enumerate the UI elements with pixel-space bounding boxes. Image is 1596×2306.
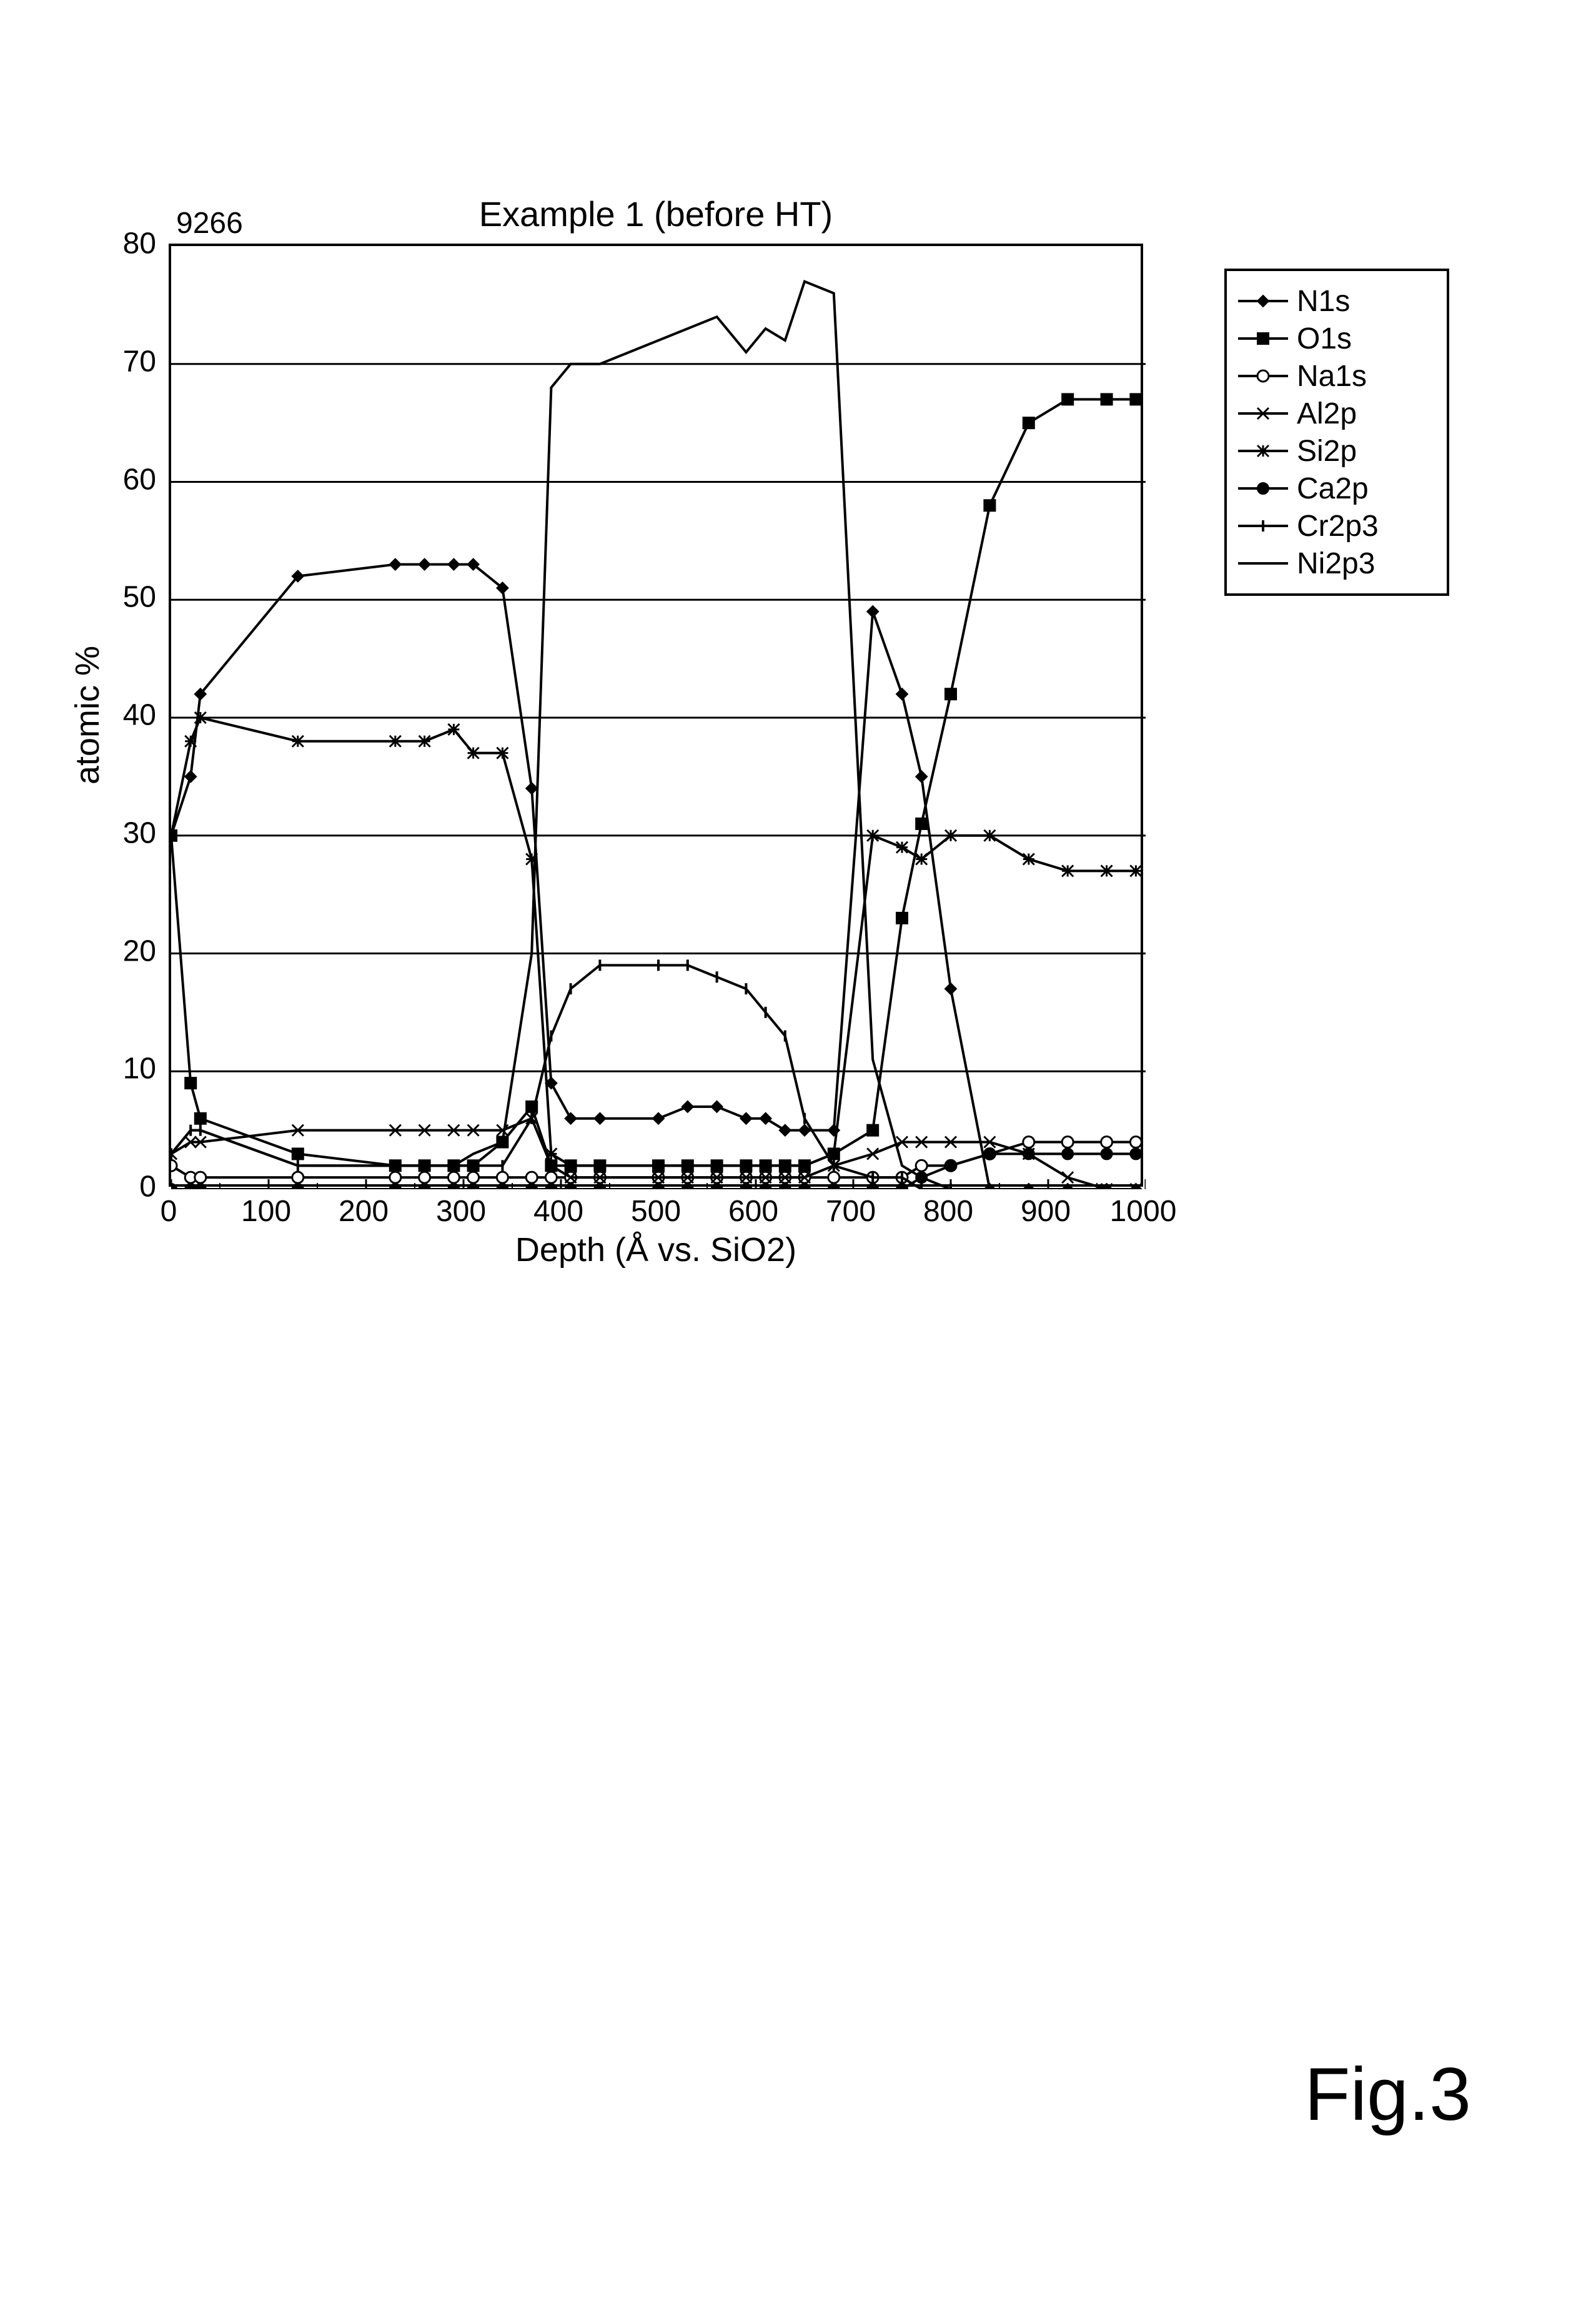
x-tick-label: 1000 <box>1110 1194 1177 1229</box>
y-tick-label: 70 <box>123 344 156 379</box>
y-tick-label: 30 <box>123 816 156 850</box>
legend-item: Al2p <box>1238 395 1435 432</box>
legend-marker <box>1238 282 1288 320</box>
y-axis-label: atomic % <box>68 646 107 784</box>
y-tick-label: 0 <box>139 1170 156 1204</box>
legend-marker <box>1238 395 1288 432</box>
legend-item: Si2p <box>1238 432 1435 470</box>
y-tick-label: 50 <box>123 580 156 615</box>
x-axis-label: Depth (Å vs. SiO2) <box>515 1230 796 1269</box>
y-tick-label: 60 <box>123 462 156 497</box>
series-O1s <box>171 399 1136 1165</box>
legend-item: Cr2p3 <box>1238 507 1435 545</box>
legend-label: Ca2p <box>1297 472 1369 506</box>
legend-item: Ni2p3 <box>1238 545 1435 582</box>
chart-plot-area <box>171 246 1146 1189</box>
legend-label: Si2p <box>1297 434 1357 468</box>
legend-marker <box>1238 470 1288 507</box>
legend-marker <box>1238 507 1288 545</box>
x-tick-label: 400 <box>533 1194 583 1229</box>
y-tick-label: 80 <box>123 227 156 261</box>
series-N1s <box>171 565 1136 1189</box>
series-Ni2p3 <box>171 282 1136 1189</box>
legend-label: O1s <box>1297 322 1352 356</box>
x-tick-label: 200 <box>339 1194 389 1229</box>
legend-item: Ca2p <box>1238 470 1435 507</box>
x-tick-label: 500 <box>631 1194 681 1229</box>
legend-item: O1s <box>1238 320 1435 357</box>
chart-id: 9266 <box>176 206 243 240</box>
legend-marker <box>1238 545 1288 582</box>
y-tick-label: 40 <box>123 698 156 733</box>
x-tick-label: 800 <box>923 1194 973 1229</box>
x-tick-label: 300 <box>436 1194 486 1229</box>
chart-title: Example 1 (before HT) <box>479 194 833 234</box>
legend-label: N1s <box>1297 284 1350 319</box>
y-tick-label: 20 <box>123 934 156 968</box>
x-tick-label: 700 <box>826 1194 876 1229</box>
legend-item: N1s <box>1238 282 1435 320</box>
legend-label: Ni2p3 <box>1297 547 1375 581</box>
legend-marker <box>1238 320 1288 357</box>
series-Si2p <box>171 718 1136 1165</box>
legend-item: Na1s <box>1238 357 1435 395</box>
figure-label: Fig.3 <box>1304 2051 1471 2137</box>
chart-legend: N1sO1sNa1s Al2pSi2p Ca2pCr2p3 Ni2p3 <box>1224 269 1449 596</box>
depth-profile-chart <box>169 244 1143 1187</box>
legend-marker <box>1238 357 1288 395</box>
x-tick-label: 600 <box>728 1194 778 1229</box>
legend-label: Na1s <box>1297 359 1367 393</box>
y-tick-label: 10 <box>123 1052 156 1086</box>
legend-label: Al2p <box>1297 397 1357 431</box>
legend-label: Cr2p3 <box>1297 509 1379 543</box>
legend-marker <box>1238 432 1288 470</box>
x-tick-label: 900 <box>1021 1194 1071 1229</box>
x-tick-label: 100 <box>241 1194 291 1229</box>
x-tick-label: 0 <box>161 1194 177 1229</box>
